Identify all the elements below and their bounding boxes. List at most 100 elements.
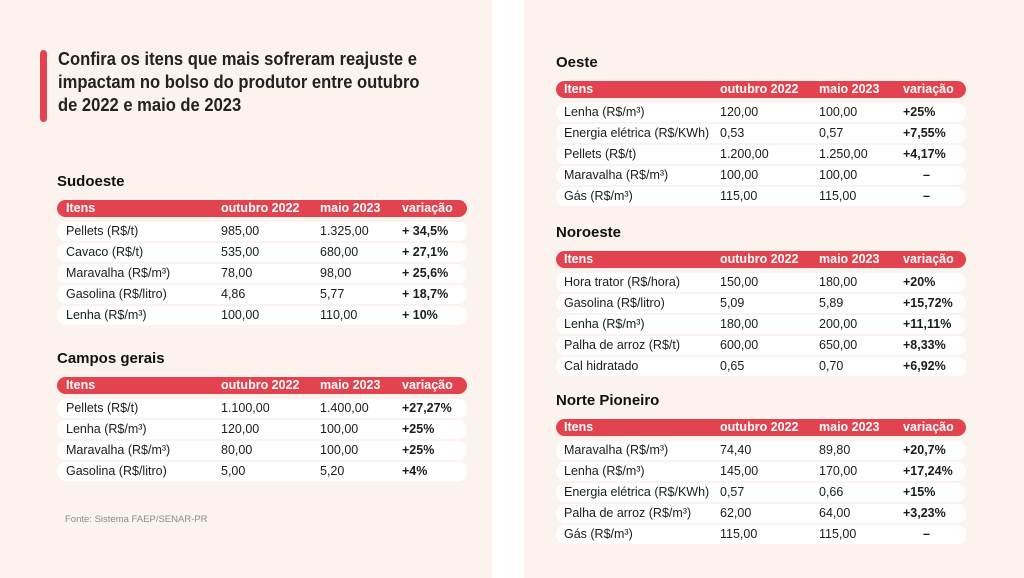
table-header: Itens outubro 2022 maio 2023 variação [57, 377, 467, 394]
header-variacao: variação [402, 201, 453, 215]
cell-item: Palha de arroz (R$/m³) [564, 506, 692, 520]
cell-variacao: +25% [402, 422, 435, 436]
cell-item: Energia elétrica (R$/KWh) [564, 485, 710, 499]
cell-item: Pellets (R$/t) [564, 147, 637, 161]
cell-item: Gás (R$/m³) [564, 527, 633, 541]
cell-variacao: +4% [402, 464, 428, 478]
table-header: Itens outubro 2022 maio 2023 variação [556, 251, 966, 268]
cell-outubro-2022: 1.100,00 [221, 401, 270, 415]
header-variacao: variação [402, 378, 453, 392]
cell-maio-2023: 1.400,00 [320, 401, 369, 415]
cell-variacao: +11,11% [903, 317, 952, 331]
cell-maio-2023: 98,00 [320, 266, 352, 280]
table-row: Gasolina (R$/litro) 4,86 5,77 + 18,7% [57, 285, 467, 304]
table-row: Gasolina (R$/litro) 5,00 5,20 +4% [57, 462, 467, 481]
table-row: Palha de arroz (R$/m³) 62,00 64,00 +3,23% [556, 504, 966, 523]
cell-variacao: +20% [903, 275, 936, 289]
cell-item: Gasolina (R$/litro) [564, 296, 665, 310]
cell-item: Lenha (R$/m³) [564, 317, 645, 331]
header-outubro-2022: outubro 2022 [720, 420, 799, 434]
cell-variacao: +25% [903, 105, 936, 119]
table-row: Gasolina (R$/litro) 5,09 5,89 +15,72% [556, 294, 966, 313]
header-maio-2023: maio 2023 [320, 378, 381, 392]
cell-maio-2023: 0,66 [819, 485, 844, 499]
cell-variacao: +4,17% [903, 147, 946, 161]
cell-variacao: +25% [402, 443, 435, 457]
cell-outubro-2022: 100,00 [221, 308, 260, 322]
cell-maio-2023: 110,00 [320, 308, 358, 322]
cell-item: Pellets (R$/t) [66, 401, 139, 415]
header-variacao: variação [903, 82, 954, 96]
cell-maio-2023: 5,77 [320, 287, 345, 301]
cell-item: Lenha (R$/m³) [564, 105, 645, 119]
header-maio-2023: maio 2023 [819, 82, 880, 96]
cell-item: Maravalha (R$/m³) [564, 168, 669, 182]
cell-variacao: +15% [903, 485, 936, 499]
table-header: Itens outubro 2022 maio 2023 variação [556, 81, 966, 98]
cell-variacao: + 34,5% [402, 224, 449, 238]
cell-variacao: – [923, 189, 930, 203]
cell-maio-2023: 100,00 [819, 105, 858, 119]
cell-item: Gasolina (R$/litro) [66, 464, 167, 478]
header-maio-2023: maio 2023 [320, 201, 381, 215]
cell-variacao: +8,33% [903, 338, 946, 352]
table-row: Maravalha (R$/m³) 74,40 89,80 +20,7% [556, 441, 966, 460]
cell-outubro-2022: 5,00 [221, 464, 246, 478]
table-row: Pellets (R$/t) 985,00 1.325,00 + 34,5% [57, 222, 467, 241]
cell-maio-2023: 200,00 [819, 317, 858, 331]
cell-maio-2023: 115,00 [819, 527, 857, 541]
cell-maio-2023: 1.250,00 [819, 147, 868, 161]
cell-outubro-2022: 0,53 [720, 126, 745, 140]
cell-maio-2023: 100,00 [819, 168, 858, 182]
cell-item: Maravalha (R$/m³) [66, 266, 171, 280]
cell-outubro-2022: 150,00 [720, 275, 759, 289]
cell-outubro-2022: 100,00 [720, 168, 759, 182]
table-row: Maravalha (R$/m³) 78,00 98,00 + 25,6% [57, 264, 467, 283]
cell-outubro-2022: 74,40 [720, 443, 752, 457]
table-row: Lenha (R$/m³) 145,00 170,00 +17,24% [556, 462, 966, 481]
table-row: Lenha (R$/m³) 120,00 100,00 +25% [57, 420, 467, 439]
cell-item: Palha de arroz (R$/t) [564, 338, 681, 352]
table-row: Cavaco (R$/t) 535,00 680,00 + 27,1% [57, 243, 467, 262]
section-title: Sudoeste [57, 173, 125, 190]
cell-item: Pellets (R$/t) [66, 224, 139, 238]
cell-outubro-2022: 180,00 [720, 317, 759, 331]
right-panel: Oeste Itens outubro 2022 maio 2023 variação L… [524, 0, 1024, 578]
cell-item: Lenha (R$/m³) [564, 464, 645, 478]
cell-variacao: +6,92% [903, 359, 946, 373]
section-title: Noroeste [556, 224, 622, 241]
section-campos-gerais: Campos gerais Itens outubro 2022 maio 2023 v… [57, 350, 467, 481]
header-itens: Itens [564, 82, 594, 96]
section-noroeste: Noroeste Itens outubro 2022 maio 2023 variaç… [556, 224, 966, 376]
header-maio-2023: maio 2023 [819, 420, 880, 434]
cell-maio-2023: 650,00 [819, 338, 858, 352]
cell-outubro-2022: 62,00 [720, 506, 752, 520]
table-row: Maravalha (R$/m³) 80,00 100,00 +25% [57, 441, 467, 460]
header-outubro-2022: outubro 2022 [221, 201, 300, 215]
header-maio-2023: maio 2023 [819, 252, 880, 266]
cell-maio-2023: 5,20 [320, 464, 345, 478]
title-accent-bar [40, 50, 47, 122]
cell-outubro-2022: 1.200,00 [720, 147, 769, 161]
header-outubro-2022: outubro 2022 [221, 378, 300, 392]
cell-variacao: + 27,1% [402, 245, 449, 259]
panel-divider [492, 0, 524, 578]
cell-variacao: + 18,7% [402, 287, 449, 301]
cell-maio-2023: 100,00 [320, 422, 359, 436]
cell-variacao: +15,72% [903, 296, 953, 310]
cell-item: Maravalha (R$/m³) [66, 443, 171, 457]
cell-outubro-2022: 5,09 [720, 296, 745, 310]
cell-maio-2023: 115,00 [819, 189, 857, 203]
cell-item: Gás (R$/m³) [564, 189, 633, 203]
cell-item: Lenha (R$/m³) [66, 308, 147, 322]
cell-item: Gasolina (R$/litro) [66, 287, 167, 301]
header-itens: Itens [564, 420, 594, 434]
cell-outubro-2022: 115,00 [720, 527, 758, 541]
table-header: Itens outubro 2022 maio 2023 variação [57, 200, 467, 217]
cell-outubro-2022: 535,00 [221, 245, 260, 259]
table-row: Pellets (R$/t) 1.100,00 1.400,00 +27,27% [57, 399, 467, 418]
cell-item: Energia elétrica (R$/KWh) [564, 126, 710, 140]
section-sudoeste: Sudoeste Itens outubro 2022 maio 2023 variaç… [57, 173, 467, 325]
cell-maio-2023: 0,70 [819, 359, 844, 373]
cell-variacao: – [923, 527, 930, 541]
